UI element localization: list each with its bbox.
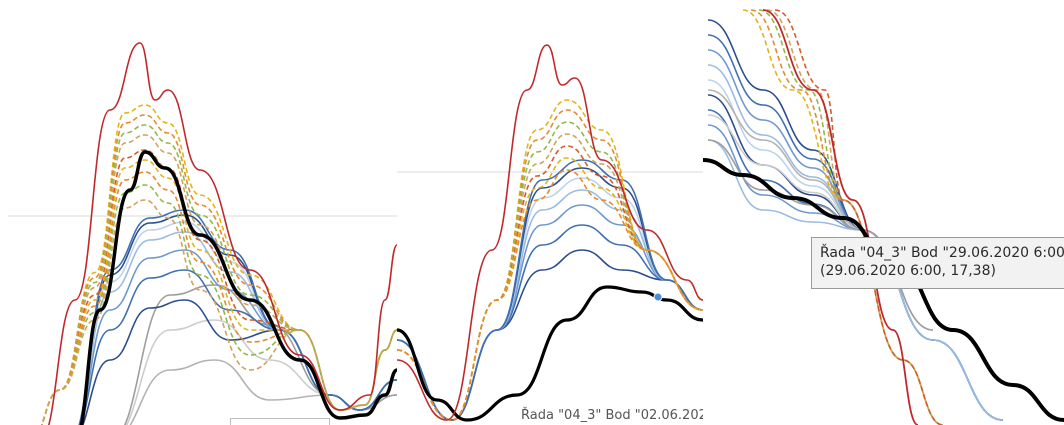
- series-line-gray: [707, 139, 934, 331]
- series-line-dashed: [397, 99, 703, 421]
- chart-panel-left: [0, 0, 397, 425]
- series-line-black: [397, 285, 703, 422]
- tooltip-line-1: Řada "04_3" Bod "29.06.2020 6:00": [820, 245, 1064, 261]
- series-line-dashed: [774, 9, 944, 425]
- tooltip-partial: Řada "04_3" Bod "02.06.2020: [521, 408, 703, 423]
- series-line-blue: [397, 224, 703, 421]
- series-line-blue: [397, 204, 703, 421]
- line-chart-middle: [397, 44, 703, 422]
- data-point-tooltip: Řada "04_3" Bod "29.06.2020 6:00" (29.06…: [811, 237, 1064, 289]
- series-line-black: [79, 150, 397, 425]
- series-line-dashed: [40, 104, 397, 425]
- series-line-dashed: [397, 145, 703, 421]
- series-line-blue: [78, 209, 397, 425]
- chart-panel-middle: Řada "04_3" Bod "02.06.2020: [397, 0, 703, 425]
- series-line-dashed: [40, 114, 397, 425]
- legend-box: [230, 418, 330, 425]
- series-line-red: [762, 9, 919, 425]
- series-line-dashed: [758, 9, 944, 425]
- series-line-dashed: [40, 184, 397, 425]
- line-chart-zoom: [703, 9, 1064, 425]
- series-line-blue: [78, 221, 397, 425]
- series-line-blue: [397, 159, 703, 421]
- series-line-dashed: [397, 169, 703, 421]
- series-line-red: [397, 44, 703, 421]
- series-line-dashed: [397, 109, 703, 421]
- series-line-black: [703, 158, 1064, 422]
- series-line-blue: [707, 49, 1004, 421]
- hover-point-marker: [653, 292, 663, 302]
- tooltip-line-2: (29.06.2020 6:00, 17,38): [820, 263, 996, 279]
- series-line-dashed: [766, 9, 944, 425]
- series-line-dashed: [40, 124, 397, 425]
- line-chart-left: [8, 42, 397, 425]
- chart-panel-right-zoom: Řada "04_3" Bod "29.06.2020 6:00" (29.06…: [703, 0, 1064, 425]
- series-line-red: [47, 42, 397, 425]
- series-line-dashed: [397, 157, 703, 421]
- series-line-blue: [78, 214, 397, 425]
